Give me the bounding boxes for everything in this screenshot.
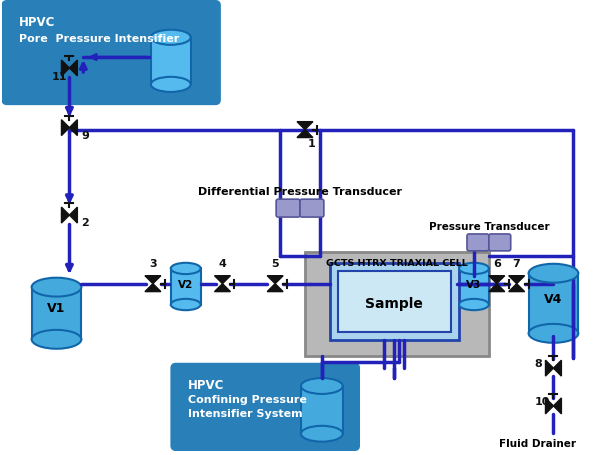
Text: 2: 2 [82, 217, 89, 228]
Text: 10: 10 [535, 396, 550, 406]
Text: Sample: Sample [365, 296, 424, 310]
Text: 6: 6 [493, 258, 500, 268]
Polygon shape [70, 207, 77, 223]
Polygon shape [70, 61, 77, 77]
Polygon shape [61, 207, 70, 223]
Ellipse shape [151, 78, 191, 93]
Ellipse shape [171, 299, 200, 310]
Text: 4: 4 [218, 258, 226, 268]
Text: HPVC: HPVC [188, 378, 224, 391]
Text: 5: 5 [271, 258, 279, 268]
Polygon shape [545, 398, 553, 414]
Polygon shape [215, 284, 230, 292]
Polygon shape [297, 130, 313, 138]
Ellipse shape [171, 263, 200, 274]
FancyBboxPatch shape [489, 234, 511, 251]
Text: Fluid Drainer: Fluid Drainer [499, 438, 576, 448]
FancyBboxPatch shape [330, 263, 459, 340]
Polygon shape [489, 276, 505, 284]
Ellipse shape [301, 378, 343, 394]
Polygon shape [297, 122, 313, 130]
Ellipse shape [529, 324, 578, 343]
Ellipse shape [301, 426, 343, 442]
Bar [305, 252, 489, 356]
Bar [32, 288, 82, 339]
Text: Confining Pressure: Confining Pressure [188, 394, 307, 404]
Text: HPVC: HPVC [19, 16, 55, 29]
FancyBboxPatch shape [467, 234, 489, 251]
Polygon shape [145, 276, 161, 284]
Polygon shape [215, 276, 230, 284]
Polygon shape [489, 284, 505, 292]
Polygon shape [509, 276, 524, 284]
Polygon shape [145, 284, 161, 292]
FancyBboxPatch shape [338, 271, 451, 333]
Bar [151, 38, 191, 85]
FancyBboxPatch shape [300, 200, 324, 217]
Polygon shape [509, 284, 524, 292]
Text: 11: 11 [52, 72, 67, 82]
Text: 1: 1 [308, 139, 316, 149]
FancyBboxPatch shape [172, 364, 359, 450]
Text: Intensifier System: Intensifier System [188, 408, 302, 418]
Text: V4: V4 [544, 292, 563, 305]
Bar [171, 269, 200, 305]
Polygon shape [70, 121, 77, 136]
Text: 9: 9 [82, 130, 89, 140]
Text: Pore  Pressure Intensifier: Pore Pressure Intensifier [19, 34, 179, 44]
Polygon shape [267, 284, 283, 292]
Text: 8: 8 [535, 359, 542, 369]
FancyBboxPatch shape [276, 200, 300, 217]
Ellipse shape [459, 299, 489, 310]
Bar [459, 269, 489, 305]
Polygon shape [61, 61, 70, 77]
Polygon shape [545, 360, 553, 376]
Text: V2: V2 [178, 279, 193, 289]
Polygon shape [553, 360, 562, 376]
Text: V3: V3 [466, 279, 482, 289]
Ellipse shape [32, 330, 82, 349]
Bar [301, 386, 343, 434]
Bar [529, 273, 578, 334]
Text: 3: 3 [149, 258, 157, 268]
Polygon shape [553, 398, 562, 414]
FancyBboxPatch shape [3, 2, 220, 105]
Ellipse shape [32, 278, 82, 297]
Polygon shape [61, 121, 70, 136]
Text: V1: V1 [47, 302, 65, 315]
Polygon shape [267, 276, 283, 284]
Text: Differential Pressure Transducer: Differential Pressure Transducer [198, 187, 402, 197]
Text: GCTS HTRX TRIAXIAL CELL: GCTS HTRX TRIAXIAL CELL [326, 258, 468, 267]
Ellipse shape [151, 30, 191, 46]
Text: 7: 7 [512, 258, 520, 268]
Text: Pressure Transducer: Pressure Transducer [428, 222, 549, 232]
Ellipse shape [459, 263, 489, 274]
Ellipse shape [529, 264, 578, 283]
